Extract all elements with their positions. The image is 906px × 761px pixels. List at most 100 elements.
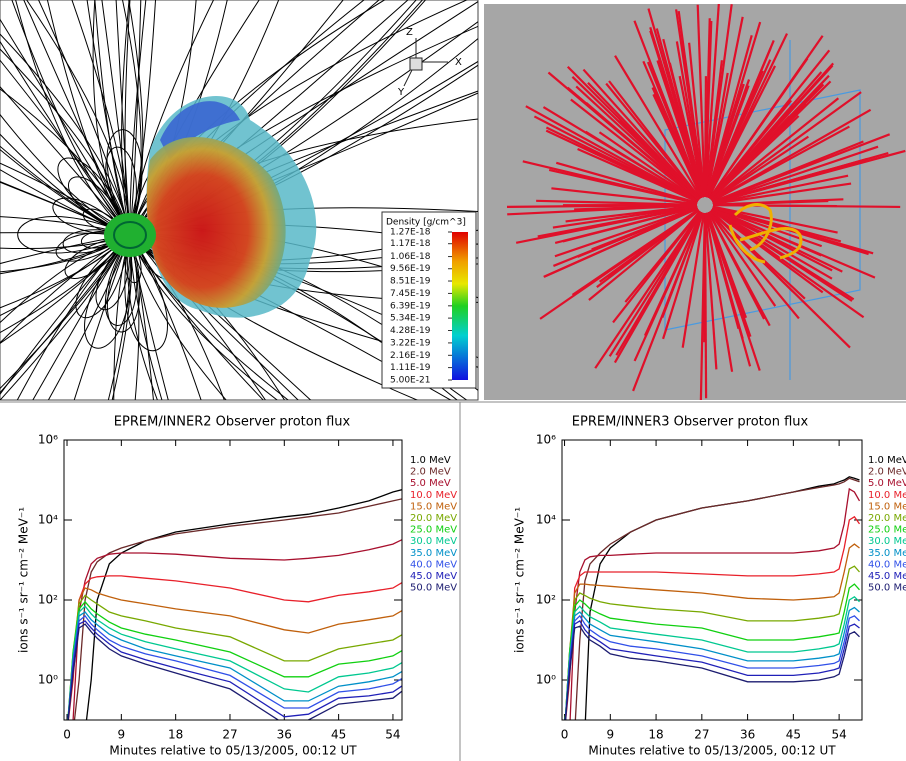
radial-line: [605, 82, 701, 200]
series-line: [67, 605, 402, 720]
y-tick-label: 10²: [38, 593, 58, 607]
series-line: [67, 620, 402, 720]
triad-label: X: [455, 57, 462, 68]
field-line: [129, 234, 202, 400]
y-tick-label: 10⁰: [536, 673, 556, 687]
series-line: [564, 614, 860, 720]
field-loop: [17, 216, 131, 254]
radial-line: [706, 212, 752, 337]
colorbar-label: 9.56E-19: [390, 264, 431, 274]
line-chart: EPREM/INNER3 Observer proton flux Minutes…: [513, 415, 906, 758]
radial-line: [707, 211, 766, 320]
series-line: [67, 594, 402, 720]
charts: EPREM/INNER2 Observer proton flux Minutes…: [17, 415, 906, 758]
colorbar-label: 1.06E-18: [390, 252, 431, 262]
colorbar-ramp: [452, 232, 468, 380]
field-line: [0, 33, 131, 236]
radial-line: [696, 4, 706, 198]
plot-frame: [561, 439, 863, 721]
triad-cube: [409, 57, 423, 71]
legend-entry: 1.0 MeV: [868, 455, 906, 466]
colorbar-label: 1.11E-19: [390, 363, 431, 373]
field-line: [0, 145, 131, 236]
series-line: [584, 476, 860, 720]
x-tick-label: 27: [222, 728, 237, 742]
series-line: [574, 477, 860, 720]
y-tick-label: 10⁴: [536, 513, 556, 527]
series-line: [67, 614, 402, 720]
legend-entry: 40.0 MeV: [410, 559, 457, 570]
field-line: [47, 234, 131, 400]
sun-core: [104, 213, 156, 257]
radial-line: [711, 135, 810, 202]
radial-line: [652, 93, 703, 199]
radial-line: [598, 131, 700, 202]
legend-entry: 10.0 MeV: [410, 490, 457, 501]
legend-entry: 5.0 MeV: [410, 478, 451, 489]
triad-axis: [403, 69, 413, 87]
y-tick-label: 10⁶: [38, 433, 58, 447]
radial-line: [709, 71, 823, 200]
radial-line: [643, 211, 703, 336]
radial-line: [587, 81, 701, 200]
series-line: [564, 583, 860, 720]
colorbar-label: 3.22E-19: [390, 338, 431, 348]
field-loop: [105, 146, 137, 236]
cme-body: [146, 137, 286, 308]
field-line: [121, 0, 142, 236]
radial-line: [712, 199, 829, 206]
legend-entry: 2.0 MeV: [868, 467, 906, 478]
triad-label: Y: [397, 87, 405, 98]
radial-line: [668, 62, 705, 198]
radial-line: [710, 208, 824, 294]
radial-line: [712, 145, 879, 204]
field-line: [0, 234, 131, 309]
x-tick-label: 9: [118, 728, 126, 742]
x-tick-label: 27: [694, 728, 709, 742]
legend-entry: 2.0 MeV: [410, 467, 451, 478]
radial-line: [544, 207, 699, 278]
series-line: [67, 623, 402, 720]
radial-line: [704, 212, 718, 370]
series-line: [564, 595, 860, 720]
legend-entry: 10.0 MeV: [868, 490, 906, 501]
radial-line: [704, 18, 711, 198]
radial-line: [707, 39, 775, 199]
field-line: [121, 0, 131, 236]
series-line: [85, 488, 402, 720]
legend-entry: 20.0 MeV: [410, 513, 457, 524]
radial-line: [662, 212, 704, 340]
x-tick-label: 0: [63, 728, 71, 742]
field-line: [124, 0, 131, 236]
radial-line: [712, 182, 852, 205]
axis-triad: Z X Y: [397, 27, 462, 98]
x-axis-label: Minutes relative to 05/13/2005, 00:12 UT: [588, 744, 836, 758]
radial-line: [614, 55, 702, 199]
radial-line: [705, 212, 734, 372]
radial-field-view: [506, 4, 906, 400]
field-line: [0, 234, 131, 334]
colorbar-label: 2.16E-19: [390, 351, 431, 361]
y-tick-label: 10⁰: [38, 673, 58, 687]
radial-line: [704, 4, 720, 198]
field-loop: [106, 129, 143, 236]
legend-entry: 30.0 MeV: [410, 536, 457, 547]
legend-entry: 30.0 MeV: [868, 536, 906, 547]
series-line: [67, 575, 402, 720]
plot-area: [564, 476, 861, 720]
x-tick-label: 45: [331, 728, 346, 742]
series-line: [67, 611, 402, 720]
x-tick-label: 18: [648, 728, 663, 742]
radial-line: [525, 105, 699, 203]
radial-line: [681, 212, 705, 348]
series-line: [67, 587, 402, 720]
radial-line: [507, 204, 698, 216]
radial-line: [709, 49, 831, 200]
radial-line: [571, 75, 701, 201]
field-loop: [57, 157, 131, 236]
radial-line: [552, 205, 698, 229]
radial-line: [594, 211, 702, 369]
legend-entry: 5.0 MeV: [868, 478, 906, 489]
series-line: [564, 543, 860, 720]
colorbar-label: 1.17E-18: [390, 239, 431, 249]
